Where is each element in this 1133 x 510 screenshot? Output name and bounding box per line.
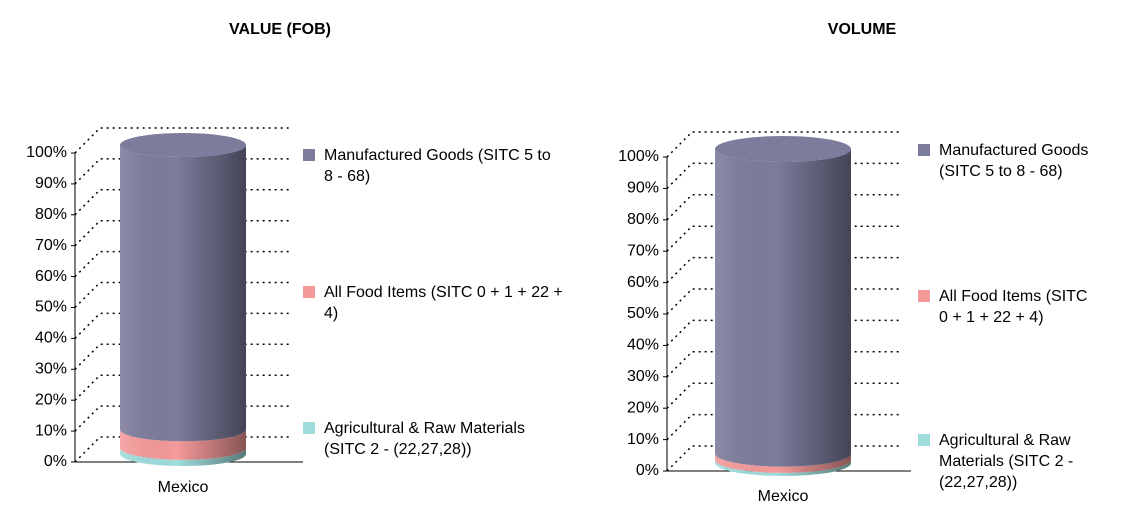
legend-label: All Food Items (SITC 0 + 1 + 22 + 4) — [939, 288, 1088, 326]
legend-swatch — [303, 149, 315, 161]
y-tick-label: 10% — [35, 422, 67, 439]
legend-item: Agricultural & Raw Materials (SITC 2 - (… — [303, 418, 564, 460]
y-tick-label: 70% — [35, 237, 67, 254]
segment-shading — [120, 145, 246, 442]
legend-item: Agricultural & Raw Materials (SITC 2 - (… — [918, 430, 1099, 493]
legend-swatch — [918, 434, 930, 446]
y-tick-label: 60% — [35, 268, 67, 285]
legend-label: All Food Items (SITC 0 + 1 + 22 + 4) — [324, 284, 563, 322]
y-tick-label: 90% — [627, 180, 659, 197]
segment-shading — [715, 453, 851, 473]
y-tick-label: 0% — [44, 453, 67, 470]
legend-swatch — [918, 290, 930, 302]
legend-item: Manufactured Goods (SITC 5 to 8 - 68) — [303, 145, 564, 187]
legend-label: Agricultural & Raw Materials (SITC 2 - (… — [324, 420, 525, 458]
y-tick-label: 50% — [35, 299, 67, 316]
segment-shading — [715, 459, 851, 476]
y-tick-label: 30% — [35, 361, 67, 378]
chart-title: VALUE (FOB) — [229, 21, 331, 38]
grid-line — [666, 131, 900, 158]
legend-swatch — [303, 286, 315, 298]
y-tick-label: 80% — [627, 211, 659, 228]
y-tick-label: 0% — [636, 462, 659, 479]
cylinder-top — [715, 136, 851, 162]
legend-item: All Food Items (SITC 0 + 1 + 22 + 4) — [303, 282, 564, 324]
y-tick-label: 100% — [26, 144, 67, 161]
legend-swatch — [918, 144, 930, 156]
x-tick-label: Mexico — [758, 488, 809, 505]
legend-label: Manufactured Goods (SITC 5 to 8 - 68) — [324, 147, 551, 185]
y-tick-label: 50% — [627, 305, 659, 322]
legend-swatch — [303, 422, 315, 434]
grid-line — [74, 127, 290, 154]
y-tick-label: 80% — [35, 206, 67, 223]
legend-label: Manufactured Goods (SITC 5 to 8 - 68) — [939, 142, 1089, 180]
y-tick-label: 20% — [35, 391, 67, 408]
segment-shading — [120, 447, 246, 466]
y-tick-label: 100% — [618, 148, 659, 165]
legend-item: Manufactured Goods (SITC 5 to 8 - 68) — [918, 140, 1099, 182]
x-tick-label: Mexico — [158, 479, 209, 496]
chart-title: VOLUME — [828, 21, 897, 38]
y-tick-label: 70% — [627, 242, 659, 259]
y-tick-label: 40% — [35, 330, 67, 347]
legend-label: Agricultural & Raw Materials (SITC 2 - (… — [939, 432, 1074, 491]
y-tick-label: 10% — [627, 431, 659, 448]
y-tick-label: 90% — [35, 175, 67, 192]
y-tick-label: 40% — [627, 337, 659, 354]
cylinder-top — [120, 133, 246, 157]
y-tick-label: 20% — [627, 399, 659, 416]
segment-shading — [120, 429, 246, 460]
y-tick-label: 30% — [627, 368, 659, 385]
y-tick-label: 60% — [627, 274, 659, 291]
legend-item: All Food Items (SITC 0 + 1 + 22 + 4) — [918, 286, 1099, 328]
segment-shading — [715, 149, 851, 467]
